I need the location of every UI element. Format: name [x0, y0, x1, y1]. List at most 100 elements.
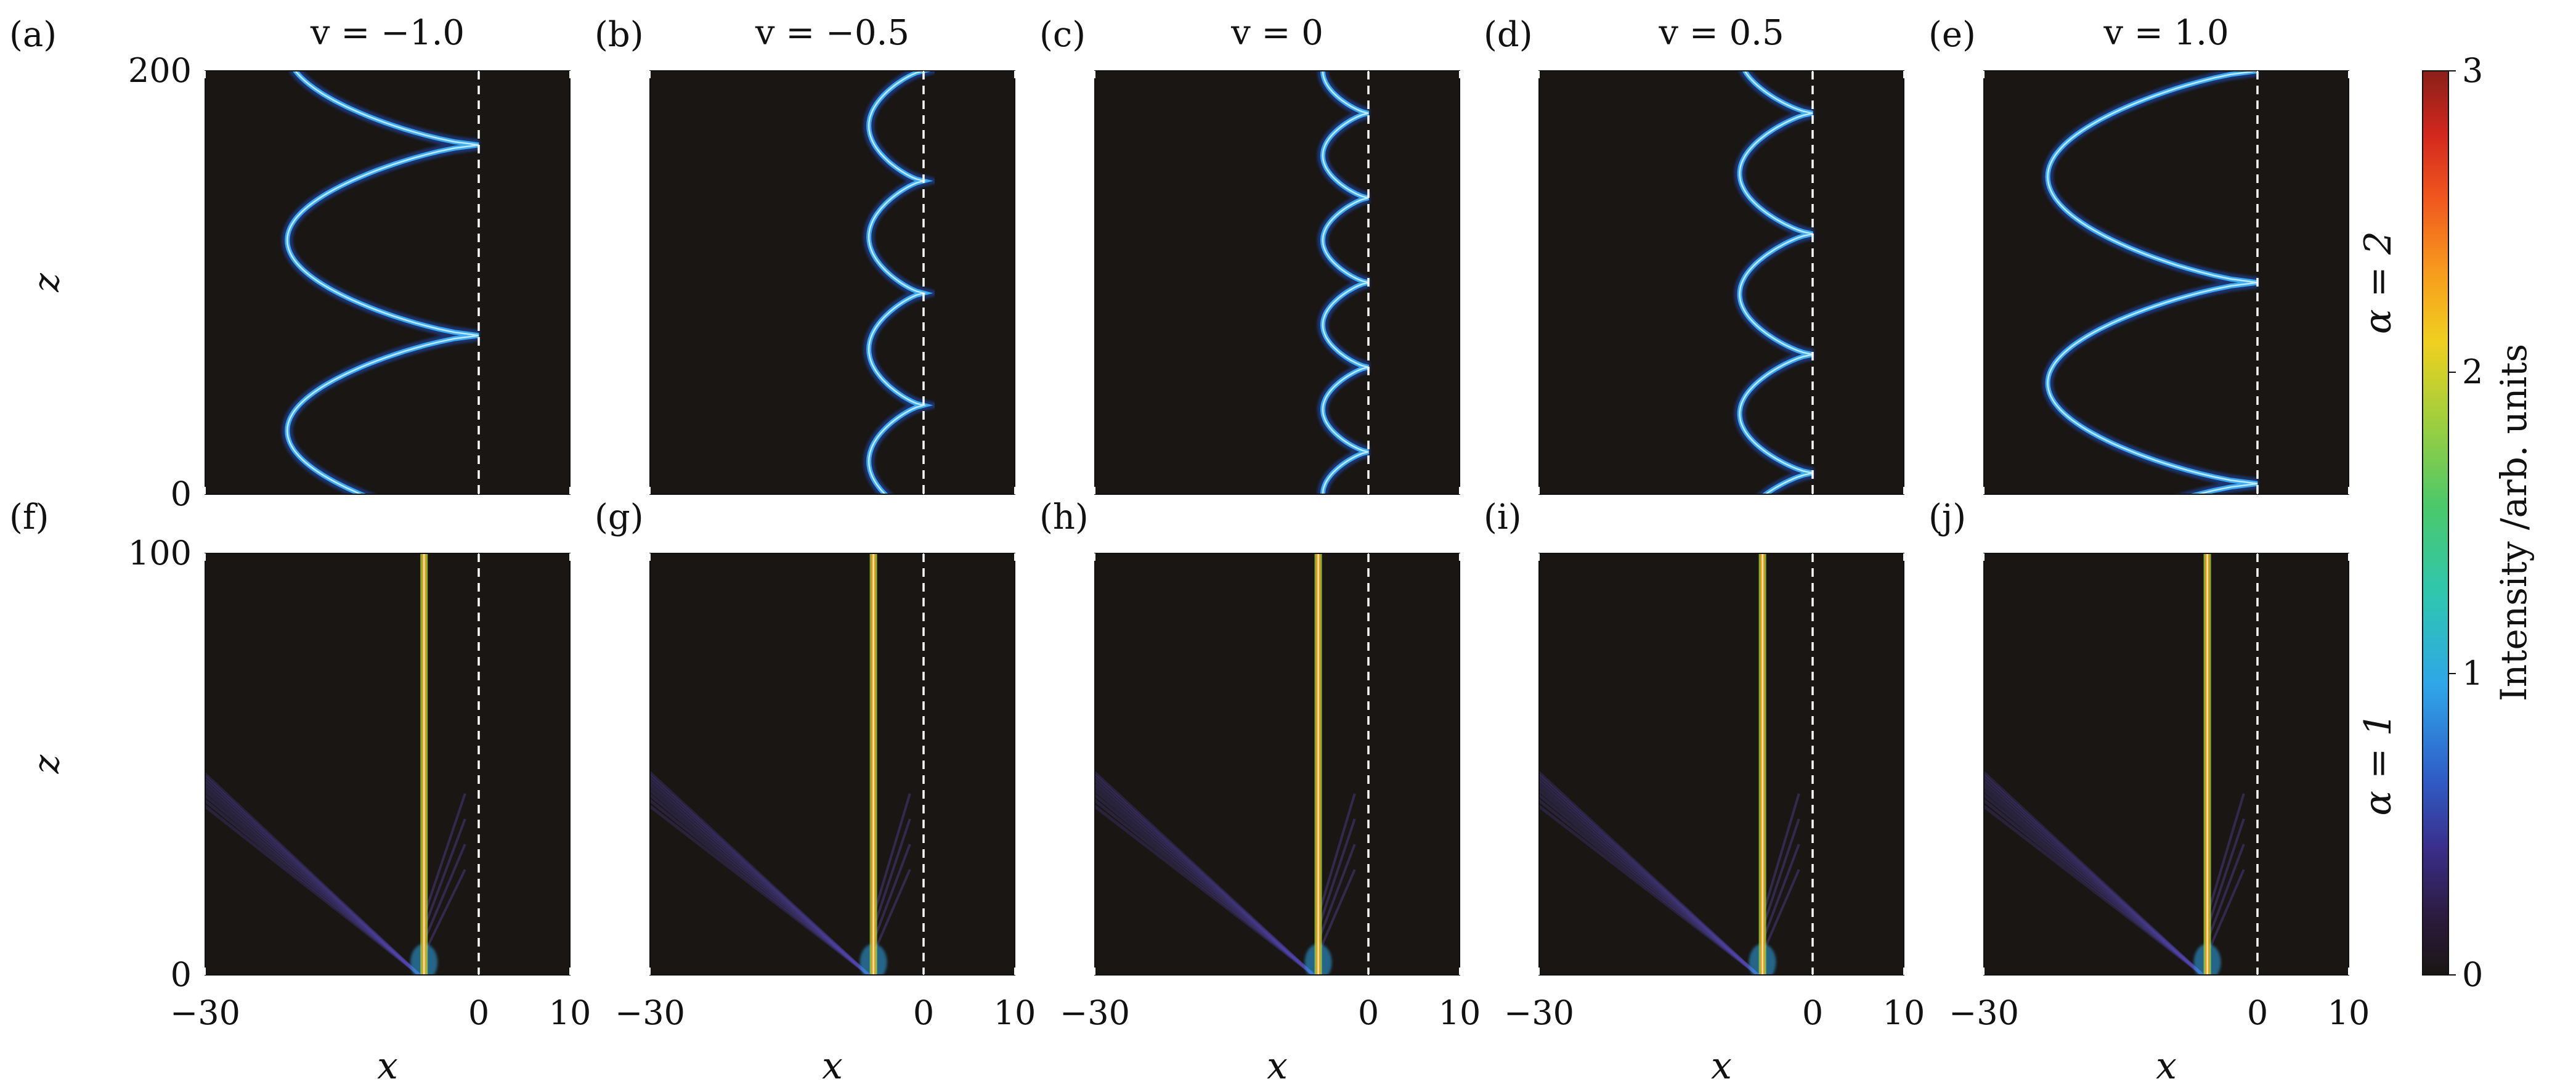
- beam-core: [286, 71, 479, 494]
- radiation-tail: [1761, 869, 1800, 955]
- radiation-tail: [1539, 780, 1759, 975]
- radiation-tail: [205, 781, 421, 975]
- radiation-tail: [1095, 770, 1315, 975]
- beam-core: [1739, 71, 1813, 494]
- radiation-tail: [1095, 805, 1315, 975]
- panel-label: (c): [1039, 15, 1086, 55]
- x-axis-label: x: [2156, 1045, 2177, 1088]
- radiation-tail: [650, 770, 870, 975]
- radiation-tail: [650, 780, 870, 975]
- panel-content: [650, 553, 911, 975]
- panel-content: [205, 553, 466, 975]
- colorbar-gradient: [2422, 70, 2449, 976]
- heatmap-panel: (c): [1039, 15, 1460, 495]
- radiation-tail: [1539, 784, 1759, 975]
- radiation-tail: [1317, 818, 1356, 929]
- x-tick-label: −30: [1504, 993, 1574, 1032]
- x-tick-label: 10: [549, 993, 591, 1032]
- heatmap-panel: −30 0 10 (i): [1484, 497, 1925, 1032]
- panel-background: [1539, 71, 1904, 494]
- column-titles: v = −1.0 v = −0.5 v = 0 v = 0.5 v = 1.0: [310, 13, 2229, 53]
- radiation-tail: [1984, 776, 2204, 975]
- panel-label: (e): [1928, 15, 1976, 55]
- x-tick-label: 0: [468, 993, 489, 1032]
- radiation-tail: [423, 818, 466, 929]
- row-labels: α = 2 α = 1: [2357, 231, 2400, 816]
- heatmap-panel: −30 0 10 (h): [1039, 497, 1481, 1032]
- y-axis-label: z: [25, 273, 67, 293]
- radiation-tail: [205, 793, 421, 975]
- radiation-tail: [1539, 770, 1759, 975]
- panel-content: [1984, 553, 2245, 975]
- x-tick-label: −30: [170, 993, 240, 1032]
- radiation-tail: [1317, 844, 1356, 942]
- panel-frame: [1538, 553, 1904, 976]
- radiation-tail: [1539, 776, 1759, 975]
- x-tick-label: 10: [1439, 993, 1481, 1032]
- radiation-tail: [872, 818, 911, 929]
- radiation-tail: [205, 805, 421, 975]
- panel-background: [205, 71, 570, 494]
- y-axis-labels: zz: [25, 273, 67, 775]
- x-tick-label: 0: [1358, 993, 1379, 1032]
- radiation-tail: [1984, 793, 2204, 975]
- radiation-tail: [1095, 776, 1315, 975]
- panel-content: [863, 71, 946, 494]
- panel-frame: [205, 553, 571, 976]
- x-axis-label: x: [1267, 1045, 1288, 1088]
- radiation-tail: [1761, 844, 1800, 942]
- radiation-tail: [872, 793, 911, 916]
- radiation-tail: [1984, 788, 2204, 975]
- radiation-tail: [1317, 869, 1356, 955]
- x-tick-label: 0: [1802, 993, 1823, 1032]
- column-title: v = 1.0: [2103, 13, 2229, 53]
- panel-background: [1095, 71, 1460, 494]
- y-tick-label: 200: [128, 51, 192, 90]
- radiation-tail: [650, 788, 870, 975]
- heatmap-panel: (b): [595, 15, 1015, 495]
- radiation-tail: [1539, 793, 1759, 975]
- panel-content: [1734, 71, 1814, 494]
- x-tick-label: −30: [1060, 993, 1130, 1032]
- radiation-tail: [872, 869, 911, 955]
- radiation-tail: [1539, 773, 1759, 975]
- panel-label: (j): [1928, 497, 1966, 537]
- x-tick-label: 0: [913, 993, 934, 1032]
- column-title: v = −1.0: [310, 13, 465, 53]
- x-tick-label: −30: [1949, 993, 2019, 1032]
- colorbar-tick-label: 1: [2462, 654, 2483, 693]
- radiation-tail: [2206, 869, 2245, 955]
- panel-background: [1984, 71, 2349, 494]
- radiation-tail: [650, 773, 870, 975]
- panel-label: (b): [595, 15, 644, 55]
- radiation-tail: [205, 775, 421, 975]
- x-axis-label: x: [377, 1045, 398, 1088]
- radiation-tail: [650, 784, 870, 975]
- x-axis-label: x: [822, 1045, 843, 1088]
- radiation-tail: [1761, 793, 1800, 916]
- heatmap-panel: (d): [1484, 15, 1904, 495]
- radiation-tail: [650, 798, 870, 975]
- radiation-tail: [2206, 844, 2245, 942]
- radiation-tail: [1984, 780, 2204, 975]
- radiation-tail: [1095, 773, 1315, 975]
- panel-background: [650, 553, 1015, 975]
- panel-background: [1095, 553, 1460, 975]
- x-tick-label: 10: [2328, 993, 2370, 1032]
- radiation-tail: [2206, 793, 2245, 916]
- x-axis-label: x: [1711, 1045, 1732, 1088]
- colorbar: 0 1 2 3 Intensity /arb. units: [2422, 51, 2535, 994]
- radiation-tail: [205, 772, 421, 975]
- radiation-tail: [1539, 788, 1759, 975]
- radiation-tail: [2206, 818, 2245, 929]
- panel-frame: [1094, 70, 1460, 495]
- colorbar-tick-label: 3: [2462, 51, 2483, 90]
- radiation-tail: [1984, 798, 2204, 975]
- panel-label: (d): [1484, 15, 1533, 55]
- column-title: v = 0: [1230, 13, 1323, 53]
- panel-background: [205, 553, 570, 975]
- panel-label: (a): [9, 15, 57, 55]
